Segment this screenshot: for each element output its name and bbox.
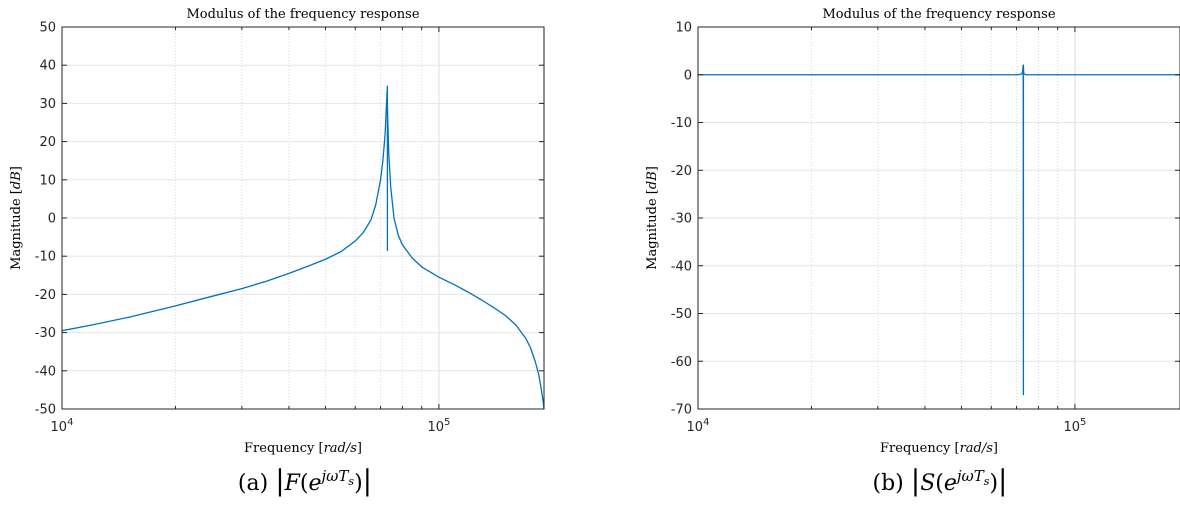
y-axis-label: Magnitude [dB] xyxy=(9,166,24,270)
y-tick-label: -40 xyxy=(671,259,692,274)
y-tick-label: -10 xyxy=(35,250,56,265)
series-line xyxy=(698,64,1180,396)
y-tick-label: -30 xyxy=(35,326,56,341)
y-tick-label: -10 xyxy=(671,116,692,131)
y-tick-label: -40 xyxy=(35,364,56,379)
x-axis-label: Frequency [rad/s] xyxy=(880,441,998,456)
y-tick-label: -20 xyxy=(35,288,56,303)
y-tick-label: -30 xyxy=(671,212,692,227)
y-tick-label: 10 xyxy=(675,21,692,36)
y-tick-label: -60 xyxy=(671,355,692,370)
x-tick-label: 104 xyxy=(51,417,74,435)
x-tick-label: 104 xyxy=(687,417,710,435)
y-tick-label: 20 xyxy=(39,135,56,150)
chart-b: -70 -60 -50 -40 -30 -20 -10 0 10 104 105 Modulus of… xyxy=(645,7,1180,497)
chart-title: Modulus of the frequency response xyxy=(186,7,419,22)
chart-a: -50 -40 -30 -20 -10 0 10 20 30 40 50 104 105 Modulus … xyxy=(9,7,545,497)
series-line xyxy=(61,85,545,410)
y-tick-label: -20 xyxy=(671,164,692,179)
x-tick-label: 105 xyxy=(1063,417,1086,435)
figure-caption: (b) |S(ejωTs)| xyxy=(873,464,1008,497)
y-tick-label: -70 xyxy=(671,403,692,418)
chart-title: Modulus of the frequency response xyxy=(822,7,1055,22)
y-tick-label: 40 xyxy=(39,59,56,74)
y-tick-label: 10 xyxy=(39,173,56,188)
y-tick-label: -50 xyxy=(671,307,692,322)
y-tick-label: 0 xyxy=(684,68,692,83)
y-tick-label: 30 xyxy=(39,97,56,112)
figure-caption: (a) |F(ejωTs)| xyxy=(238,464,372,497)
x-tick-label: 105 xyxy=(427,417,450,435)
y-axis-label: Magnitude [dB] xyxy=(645,166,660,270)
x-axis-label: Frequency [rad/s] xyxy=(244,441,362,456)
y-tick-label: -50 xyxy=(35,403,56,418)
y-tick-label: 50 xyxy=(39,21,56,36)
y-tick-label: 0 xyxy=(48,212,56,227)
